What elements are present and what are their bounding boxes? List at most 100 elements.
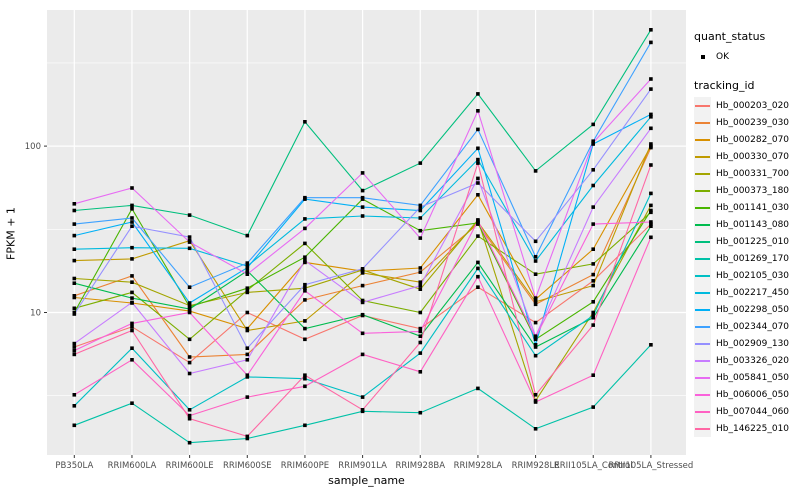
data-point[interactable] [476,285,480,289]
data-point[interactable] [360,395,365,399]
data-point[interactable] [187,337,192,342]
data-point[interactable] [591,222,595,226]
legend-item-Hb_002909_130[interactable]: Hb_002909_130 [694,335,800,352]
data-point[interactable] [187,310,192,315]
data-point[interactable] [649,28,653,32]
data-point[interactable] [72,352,77,357]
data-point[interactable] [245,352,250,357]
data-point[interactable] [130,346,134,350]
data-point[interactable] [130,216,134,220]
data-point[interactable] [591,272,595,277]
data-point[interactable] [187,301,192,305]
data-point[interactable] [591,247,595,251]
data-point[interactable] [360,283,365,288]
data-point[interactable] [649,40,653,45]
data-point[interactable] [591,323,595,327]
data-point[interactable] [360,352,365,357]
data-point[interactable] [533,345,538,349]
data-point[interactable] [245,290,250,295]
data-point[interactable] [476,193,480,197]
data-point[interactable] [418,205,423,209]
data-point[interactable] [360,298,365,303]
data-point[interactable] [418,326,423,331]
data-point[interactable] [187,246,192,251]
data-point[interactable] [649,208,653,213]
data-point[interactable] [245,265,250,270]
data-point[interactable] [476,260,480,265]
data-point[interactable] [533,427,538,431]
data-point[interactable] [418,161,423,165]
legend-item-Hb_146225_010[interactable]: Hb_146225_010 [694,420,800,437]
data-point[interactable] [360,312,365,317]
data-point[interactable] [245,395,250,399]
data-point[interactable] [476,181,480,185]
data-point[interactable] [72,312,77,316]
data-point[interactable] [533,239,538,244]
data-point[interactable] [533,272,538,276]
data-point[interactable] [245,261,250,265]
data-point[interactable] [72,404,77,408]
data-point[interactable] [418,280,423,284]
data-point[interactable] [360,408,365,412]
legend-item-Hb_001225_010[interactable]: Hb_001225_010 [694,233,800,250]
data-point[interactable] [591,300,595,304]
data-point[interactable] [591,205,595,209]
legend-item-Hb_006006_050[interactable]: Hb_006006_050 [694,386,800,403]
data-point[interactable] [245,346,250,350]
data-point[interactable] [360,171,365,175]
data-point[interactable] [649,144,653,148]
data-point[interactable] [130,325,134,329]
data-point[interactable] [303,260,307,265]
data-point[interactable] [476,127,480,132]
data-point[interactable] [476,234,480,238]
data-point[interactable] [649,112,653,117]
data-point[interactable] [360,188,365,193]
data-point[interactable] [303,255,307,259]
data-point[interactable] [187,305,192,309]
legend-item-Hb_000330_070[interactable]: Hb_000330_070 [694,148,800,165]
data-point[interactable] [303,282,307,287]
data-point[interactable] [476,161,480,165]
data-point[interactable] [187,355,192,359]
data-point[interactable] [418,410,423,415]
data-point[interactable] [533,255,538,259]
data-point[interactable] [72,423,77,428]
data-point[interactable] [418,351,423,355]
data-point[interactable] [360,205,365,209]
data-point[interactable] [72,345,77,349]
data-point[interactable] [418,270,423,274]
legend-item-Hb_003326_020[interactable]: Hb_003326_020 [694,352,800,369]
data-point[interactable] [72,295,77,300]
data-point[interactable] [72,281,77,285]
data-point[interactable] [245,358,250,362]
data-point[interactable] [533,337,538,342]
data-point[interactable] [187,360,192,365]
data-point[interactable] [649,115,653,119]
data-point[interactable] [72,348,77,353]
data-point[interactable] [533,320,538,325]
data-point[interactable] [533,296,538,300]
data-point[interactable] [533,335,538,340]
data-point[interactable] [130,401,134,405]
data-point[interactable] [591,168,595,172]
data-point[interactable] [591,279,595,283]
data-point[interactable] [187,416,192,421]
legend-item-Hb_007044_060[interactable]: Hb_007044_060 [694,403,800,420]
data-point[interactable] [245,272,250,276]
data-point[interactable] [591,315,595,320]
legend-item-Hb_002344_070[interactable]: Hb_002344_070 [694,318,800,335]
legend-item-Hb_002217_450[interactable]: Hb_002217_450 [694,284,800,301]
data-point[interactable] [303,384,307,389]
data-point[interactable] [591,122,595,127]
data-point[interactable] [649,224,653,228]
data-point[interactable] [72,258,77,263]
data-point[interactable] [418,283,423,288]
data-point[interactable] [72,276,77,281]
legend-item-Hb_005841_050[interactable]: Hb_005841_050 [694,369,800,386]
data-point[interactable] [303,373,307,377]
data-point[interactable] [130,358,134,362]
data-point[interactable] [130,296,134,300]
data-point[interactable] [130,224,134,228]
data-point[interactable] [649,220,653,224]
data-point[interactable] [591,373,595,377]
